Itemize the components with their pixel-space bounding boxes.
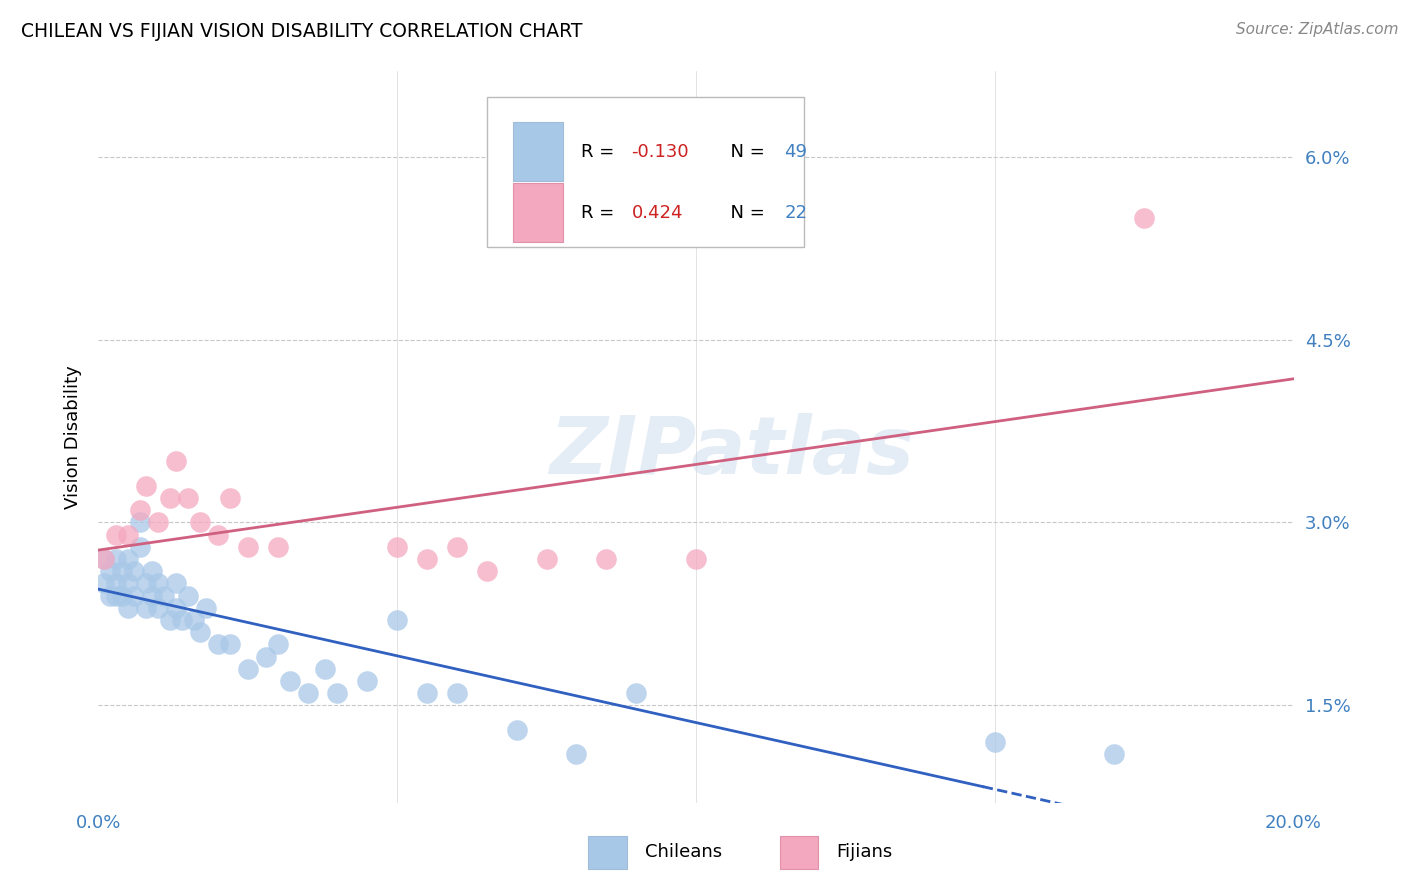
Point xyxy=(326,686,349,700)
Point xyxy=(219,491,242,505)
Point xyxy=(236,662,259,676)
Point xyxy=(165,576,187,591)
Point xyxy=(385,540,409,554)
Text: N =: N = xyxy=(718,143,770,161)
Point xyxy=(219,637,242,651)
Point xyxy=(98,564,122,578)
FancyBboxPatch shape xyxy=(589,836,627,869)
Text: 49: 49 xyxy=(785,143,807,161)
Point xyxy=(148,516,170,530)
Point xyxy=(685,552,707,566)
Point xyxy=(148,600,170,615)
Point xyxy=(446,686,468,700)
Point xyxy=(135,576,157,591)
Text: ZIPatlas: ZIPatlas xyxy=(550,413,914,491)
Point xyxy=(141,564,163,578)
Point xyxy=(188,516,211,530)
Point xyxy=(141,589,163,603)
Text: R =: R = xyxy=(581,203,626,221)
Point xyxy=(129,540,152,554)
Text: CHILEAN VS FIJIAN VISION DISABILITY CORRELATION CHART: CHILEAN VS FIJIAN VISION DISABILITY CORR… xyxy=(21,22,582,41)
Point xyxy=(105,576,128,591)
Point xyxy=(124,589,146,603)
Point xyxy=(475,564,498,578)
Point xyxy=(356,673,378,688)
Point xyxy=(135,600,157,615)
Text: -0.130: -0.130 xyxy=(631,143,689,161)
Point xyxy=(565,747,588,761)
Point xyxy=(385,613,409,627)
Point xyxy=(254,649,277,664)
Point xyxy=(315,662,337,676)
Point xyxy=(148,576,170,591)
Point xyxy=(984,735,1007,749)
Point xyxy=(165,600,187,615)
Point xyxy=(117,600,139,615)
Point xyxy=(1133,211,1156,225)
Point xyxy=(98,589,122,603)
Point xyxy=(1104,747,1126,761)
Point xyxy=(105,527,128,541)
Point xyxy=(135,479,157,493)
Point xyxy=(159,491,181,505)
Point xyxy=(93,576,115,591)
Point xyxy=(117,527,139,541)
FancyBboxPatch shape xyxy=(513,183,564,242)
Point xyxy=(236,540,259,554)
Point xyxy=(207,637,229,651)
Point xyxy=(536,552,558,566)
Point xyxy=(267,540,290,554)
Point xyxy=(177,589,200,603)
Point xyxy=(129,503,152,517)
Point xyxy=(416,552,439,566)
Point xyxy=(626,686,648,700)
FancyBboxPatch shape xyxy=(513,122,564,181)
Point xyxy=(129,516,152,530)
Point xyxy=(267,637,290,651)
Text: Fijians: Fijians xyxy=(835,843,891,861)
Point xyxy=(506,723,529,737)
Text: Chileans: Chileans xyxy=(644,843,721,861)
Point xyxy=(183,613,205,627)
Point xyxy=(446,540,468,554)
FancyBboxPatch shape xyxy=(779,836,818,869)
Point xyxy=(117,552,139,566)
Point xyxy=(165,454,187,468)
FancyBboxPatch shape xyxy=(486,97,804,247)
Point xyxy=(93,552,115,566)
Point xyxy=(297,686,319,700)
Text: R =: R = xyxy=(581,143,620,161)
Point xyxy=(93,552,115,566)
Point xyxy=(124,564,146,578)
Point xyxy=(207,527,229,541)
Text: 22: 22 xyxy=(785,203,807,221)
Text: N =: N = xyxy=(718,203,770,221)
Point xyxy=(595,552,617,566)
Point xyxy=(172,613,194,627)
Point xyxy=(159,613,181,627)
Point xyxy=(416,686,439,700)
Point xyxy=(153,589,176,603)
Point xyxy=(195,600,218,615)
Text: Source: ZipAtlas.com: Source: ZipAtlas.com xyxy=(1236,22,1399,37)
Point xyxy=(105,552,128,566)
Point xyxy=(188,625,211,640)
Point xyxy=(278,673,301,688)
Point xyxy=(105,589,128,603)
Point xyxy=(111,564,134,578)
Point xyxy=(111,589,134,603)
Y-axis label: Vision Disability: Vision Disability xyxy=(63,365,82,509)
Point xyxy=(177,491,200,505)
Text: 0.424: 0.424 xyxy=(631,203,683,221)
Point xyxy=(117,576,139,591)
